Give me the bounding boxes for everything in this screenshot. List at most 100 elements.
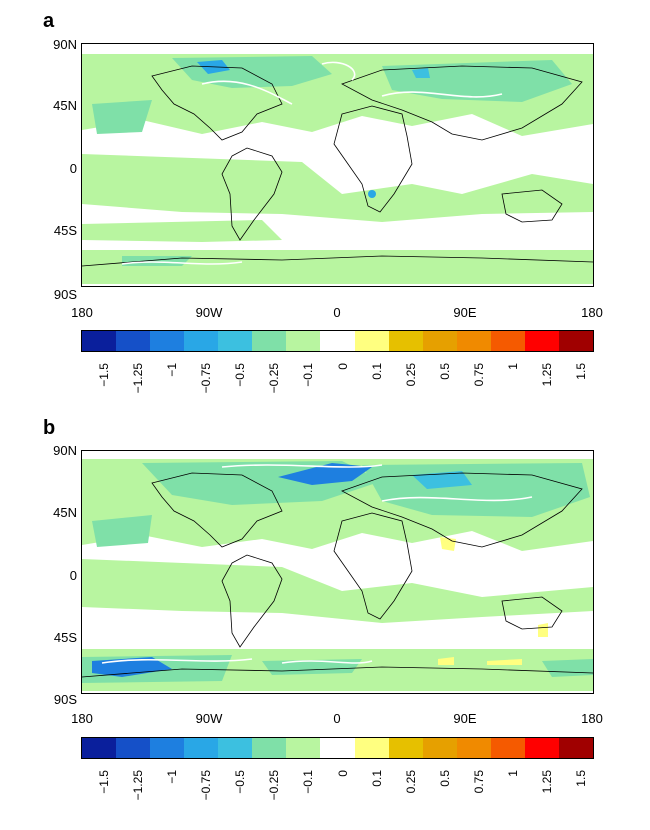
panel-b-north-pacific xyxy=(92,515,152,547)
colorbar-tick-label: 0 xyxy=(335,770,350,777)
panel-a-siberia-blue xyxy=(412,68,430,78)
colorbar-tick-label: −0.75 xyxy=(199,770,214,801)
panel-a-lat-90s: 90S xyxy=(53,287,77,302)
panel-b-letter: b xyxy=(43,417,56,439)
colorbar-cell xyxy=(354,738,389,758)
panel-b-australia-yellow xyxy=(538,623,548,637)
panel-b-map-svg xyxy=(82,459,593,691)
colorbar-cell xyxy=(116,331,151,351)
colorbar-tick-label: −0.5 xyxy=(233,363,248,387)
colorbar-tick-label: −0.25 xyxy=(267,770,282,801)
panel-b-india-yellow xyxy=(440,537,456,551)
panel-a-colorbar xyxy=(81,330,594,352)
colorbar-tick-label: −1 xyxy=(165,770,180,784)
colorbar-tick-label: −1.25 xyxy=(131,363,146,394)
colorbar-tick-label: 1 xyxy=(505,363,520,370)
colorbar-tick-label: 0.1 xyxy=(369,770,384,787)
colorbar-cell xyxy=(116,738,151,758)
colorbar-tick-label: 0.75 xyxy=(471,363,486,387)
panel-a-coastlines xyxy=(82,65,593,267)
colorbar-tick-label: −0.75 xyxy=(199,363,214,394)
colorbar-tick-label: 0.1 xyxy=(369,363,384,380)
colorbar-cell xyxy=(558,738,593,758)
colorbar-cell xyxy=(218,331,253,351)
panel-b-contours xyxy=(101,464,533,664)
panel-a-map-svg xyxy=(82,54,593,284)
colorbar-cell xyxy=(490,331,525,351)
colorbar-tick-label: 0.75 xyxy=(471,770,486,794)
colorbar-cell xyxy=(388,738,423,758)
colorbar-tick-label: −1.5 xyxy=(97,770,112,794)
colorbar-tick-label: −0.25 xyxy=(267,363,282,394)
colorbar-cell xyxy=(354,331,389,351)
panel-b-lat-0: 0 xyxy=(69,568,77,583)
colorbar-tick-label: 1.25 xyxy=(539,363,554,387)
panel-b-barents-blue xyxy=(278,463,372,485)
panel-a-lat-90n: 90N xyxy=(53,37,77,52)
panel-b-lat-45s: 45S xyxy=(53,630,77,645)
panel-a-tropics-band xyxy=(82,154,593,222)
colorbar-cell xyxy=(558,331,593,351)
colorbar-tick-label: −1.5 xyxy=(97,363,112,387)
colorbar-cell xyxy=(184,331,219,351)
colorbar-cell xyxy=(422,331,457,351)
colorbar-tick-label: 0.5 xyxy=(437,770,452,787)
panel-a-antarctic-band xyxy=(82,250,593,284)
panel-b-yellow-patches xyxy=(438,657,522,665)
colorbar-tick-label: −0.1 xyxy=(301,363,316,387)
colorbar-cell xyxy=(286,331,321,351)
colorbar-cell xyxy=(82,331,117,351)
colorbar-cell xyxy=(456,738,491,758)
panel-a-north-pacific xyxy=(92,100,152,134)
colorbar-cell xyxy=(422,738,457,758)
panel-a-lon-90w: 90W xyxy=(195,305,223,320)
panel-b-lon-90e: 90E xyxy=(453,711,477,726)
colorbar-cell xyxy=(252,331,287,351)
colorbar-tick-label: 0 xyxy=(335,363,350,370)
panel-a-lon-180e: 180 xyxy=(581,305,603,320)
panel-a-lon-180w: 180 xyxy=(71,305,93,320)
colorbar-tick-label: −0.1 xyxy=(301,770,316,794)
panel-a-lat-45s: 45S xyxy=(53,223,77,238)
panel-b-coastlines xyxy=(82,472,593,678)
panel-b-tropics-band xyxy=(82,559,593,623)
panel-a-lon-0: 0 xyxy=(333,305,341,320)
colorbar-tick-label: 0.25 xyxy=(403,363,418,387)
colorbar-tick-label: −1 xyxy=(165,363,180,377)
panel-b-map xyxy=(81,450,594,694)
colorbar-cell xyxy=(82,738,117,758)
panel-b-lat-90s: 90S xyxy=(53,692,77,707)
colorbar-tick-label: 1.25 xyxy=(539,770,554,794)
colorbar-cell xyxy=(388,331,423,351)
colorbar-tick-label: 0.5 xyxy=(437,363,452,380)
panel-b-lon-180w: 180 xyxy=(71,711,93,726)
panel-a-lon-90e: 90E xyxy=(453,305,477,320)
panel-b-lon-180e: 180 xyxy=(581,711,603,726)
panel-a-siberia-moderate xyxy=(382,60,572,102)
colorbar-tick-label: 1.5 xyxy=(573,770,588,787)
colorbar-cell xyxy=(320,738,355,758)
panel-b-lat-45n: 45N xyxy=(53,505,77,520)
colorbar-cell xyxy=(252,738,287,758)
panel-a-contours xyxy=(121,61,503,265)
colorbar-cell xyxy=(320,331,355,351)
colorbar-cell xyxy=(524,331,559,351)
colorbar-cell xyxy=(184,738,219,758)
panel-b-siberia-blue xyxy=(412,471,472,489)
panel-a-letter: a xyxy=(43,10,55,32)
panel-b-lat-90n: 90N xyxy=(53,443,77,458)
colorbar-tick-label: −0.5 xyxy=(233,770,248,794)
panel-b-lon-0: 0 xyxy=(333,711,341,726)
colorbar-cell xyxy=(150,331,185,351)
colorbar-cell xyxy=(218,738,253,758)
panel-a-lat-0: 0 xyxy=(69,161,77,176)
panel-b-colorbar xyxy=(81,737,594,759)
colorbar-cell xyxy=(456,331,491,351)
colorbar-tick-label: 1.5 xyxy=(573,363,588,380)
colorbar-tick-label: −1.25 xyxy=(131,770,146,801)
colorbar-cell xyxy=(524,738,559,758)
colorbar-tick-label: 0.25 xyxy=(403,770,418,794)
colorbar-tick-label: 1 xyxy=(505,770,520,777)
panel-a-map xyxy=(81,43,594,287)
colorbar-cell xyxy=(150,738,185,758)
